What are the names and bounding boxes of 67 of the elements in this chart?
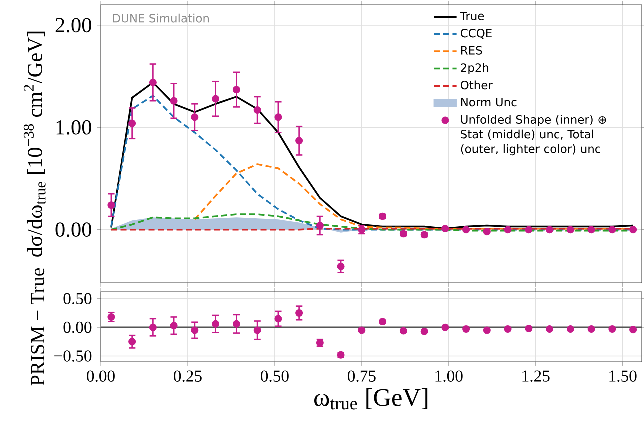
point bbox=[170, 97, 178, 105]
y-tick-label: 2.00 bbox=[56, 18, 92, 33]
x-tick-label: 0.50 bbox=[261, 370, 289, 382]
legend-label: Norm Unc bbox=[461, 98, 517, 107]
point bbox=[504, 326, 512, 334]
point bbox=[608, 226, 616, 234]
point bbox=[504, 226, 512, 234]
point bbox=[525, 226, 533, 234]
y-tick-label: 0.00 bbox=[56, 222, 92, 238]
x-axis-title: ω$_{true}$ [GeV] bbox=[314, 388, 428, 410]
x-tick-label: 0.00 bbox=[87, 370, 115, 382]
legend-label: RES bbox=[461, 46, 482, 55]
point bbox=[566, 326, 574, 334]
point bbox=[358, 326, 366, 334]
x-tick-label: 1.00 bbox=[436, 370, 463, 382]
y-tick-label: 0.50 bbox=[64, 293, 92, 305]
point bbox=[296, 137, 304, 145]
point bbox=[420, 328, 428, 336]
point bbox=[608, 326, 616, 334]
point bbox=[462, 226, 470, 234]
point bbox=[566, 226, 574, 234]
y-axis-title: PRISM − True bbox=[31, 268, 45, 386]
y-tick-label: −0.50 bbox=[54, 350, 92, 362]
legend-label: True bbox=[460, 12, 484, 21]
x-tick-label: 1.50 bbox=[610, 370, 637, 382]
point bbox=[191, 114, 199, 122]
point bbox=[525, 324, 533, 332]
point bbox=[274, 315, 282, 323]
y-axis-title: dσ/dω$_{true}$ [10$^{−38}$ cm$^{2}$/GeV] bbox=[24, 32, 46, 257]
x-tick-label: 0.75 bbox=[348, 370, 376, 382]
point bbox=[108, 202, 116, 210]
y-tick-label: 1.00 bbox=[56, 120, 92, 135]
point bbox=[254, 106, 262, 114]
point bbox=[588, 226, 596, 234]
point bbox=[442, 324, 450, 332]
point bbox=[232, 320, 240, 328]
legend-label: Unfolded Shape (inner) ⊕ Stat (middle) unc, Total (outer, lighter color) unc bbox=[461, 115, 606, 156]
point bbox=[274, 114, 282, 122]
point bbox=[337, 262, 345, 270]
x-tick-label: 1.25 bbox=[522, 370, 550, 382]
y-tick-label: 0.00 bbox=[64, 322, 92, 334]
point bbox=[462, 326, 470, 334]
point bbox=[170, 322, 178, 330]
point bbox=[296, 309, 304, 317]
point bbox=[546, 226, 554, 234]
point bbox=[149, 78, 157, 86]
legend-label: 2p2h bbox=[461, 63, 489, 74]
point bbox=[316, 222, 324, 230]
point bbox=[128, 338, 136, 346]
legend-label: Other bbox=[461, 80, 493, 90]
point bbox=[149, 324, 157, 332]
x-tick-label: 0.25 bbox=[174, 370, 202, 382]
point bbox=[400, 327, 408, 335]
point bbox=[379, 318, 387, 326]
legend-label: CCQE bbox=[461, 29, 492, 40]
point bbox=[232, 86, 240, 94]
point bbox=[191, 326, 199, 334]
point bbox=[483, 228, 491, 236]
point bbox=[212, 320, 220, 328]
point bbox=[212, 95, 220, 103]
annotation: DUNE Simulation bbox=[113, 14, 209, 23]
point bbox=[588, 326, 596, 334]
point bbox=[128, 120, 136, 128]
point bbox=[254, 326, 262, 334]
point bbox=[483, 326, 491, 334]
point bbox=[546, 326, 554, 334]
point bbox=[442, 225, 450, 233]
